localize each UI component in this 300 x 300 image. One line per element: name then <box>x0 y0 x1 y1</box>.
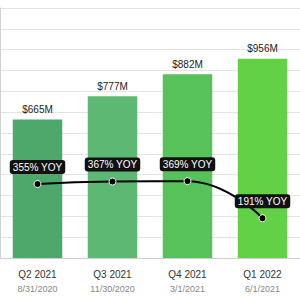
svg-text:Q4 2021: Q4 2021 <box>168 269 207 280</box>
svg-text:191% YOY: 191% YOY <box>238 196 288 207</box>
svg-text:6/1/2021: 6/1/2021 <box>245 284 280 294</box>
svg-text:$956M: $956M <box>247 43 278 54</box>
svg-text:355% YOY: 355% YOY <box>13 162 63 173</box>
svg-text:$882M: $882M <box>172 59 203 70</box>
svg-text:369% YOY: 369% YOY <box>163 159 213 170</box>
svg-text:Q1 2022: Q1 2022 <box>243 269 282 280</box>
svg-text:Q3 2021: Q3 2021 <box>93 269 132 280</box>
svg-text:Q2 2021: Q2 2021 <box>18 269 57 280</box>
svg-text:367% YOY: 367% YOY <box>88 159 138 170</box>
svg-text:$665M: $665M <box>22 104 53 115</box>
svg-text:3/1/2021: 3/1/2021 <box>170 284 205 294</box>
svg-text:11/30/2020: 11/30/2020 <box>90 284 134 294</box>
svg-text:8/31/2020: 8/31/2020 <box>17 284 57 294</box>
svg-text:$777M: $777M <box>97 81 128 92</box>
